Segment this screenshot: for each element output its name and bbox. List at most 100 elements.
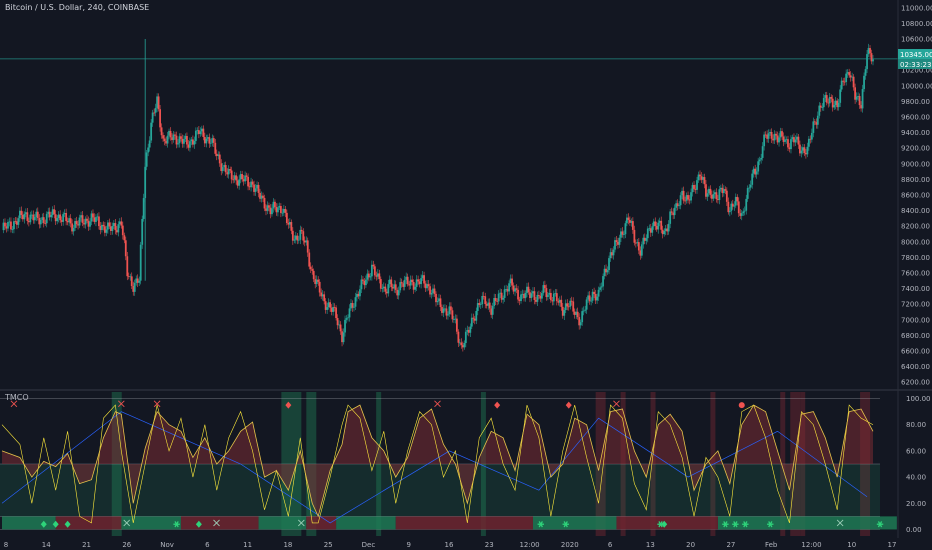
candle-body xyxy=(372,264,375,267)
candle-body xyxy=(442,308,445,313)
candle-body xyxy=(80,215,82,218)
candle-body xyxy=(794,139,797,143)
candle-body xyxy=(439,298,442,308)
candle-body xyxy=(45,213,48,224)
candle-body xyxy=(332,307,334,312)
time-axis[interactable]: 8 14 21 26 Nov 6 11 18 25 Dec 9 16 23 12:00 2020 6 13 20 2… xyxy=(4,541,897,549)
candle-body xyxy=(518,299,521,302)
candle-body xyxy=(712,194,715,199)
candle-body xyxy=(178,136,181,144)
candle-body xyxy=(159,109,161,128)
candle-body xyxy=(306,240,309,253)
candle-body xyxy=(716,199,719,201)
time-tick-label: 21 xyxy=(82,541,91,549)
candle-body xyxy=(279,206,282,213)
candle-body xyxy=(102,224,105,227)
candle-body xyxy=(579,322,582,326)
candle-body xyxy=(77,224,79,226)
candle-body xyxy=(111,226,114,231)
candle-body xyxy=(593,291,596,294)
candle-body xyxy=(561,306,564,316)
candle-body xyxy=(709,188,712,195)
candle-body xyxy=(324,301,327,310)
candle-body xyxy=(220,163,223,172)
candle-body xyxy=(417,279,420,282)
candle-body xyxy=(564,303,567,311)
candle-body xyxy=(457,331,460,343)
candle-body xyxy=(308,252,311,267)
candle-body xyxy=(183,138,185,144)
x-stroke xyxy=(434,400,441,408)
bottom-band-red xyxy=(55,516,122,530)
candle-body xyxy=(545,288,548,298)
price-tick-label: 9400.00 xyxy=(901,129,930,137)
candle-body xyxy=(297,239,300,241)
candle-body xyxy=(530,293,533,298)
candle-body xyxy=(132,285,135,292)
candle-body xyxy=(314,279,317,284)
candle-body xyxy=(731,203,734,207)
candle-body xyxy=(506,289,509,292)
candle-body xyxy=(623,234,625,236)
candle-body xyxy=(538,294,540,296)
candle-body xyxy=(20,210,23,215)
candle-body xyxy=(175,135,178,145)
candle-body xyxy=(251,181,254,185)
candle-body xyxy=(591,291,594,301)
candle-body xyxy=(202,128,205,137)
candle-body xyxy=(869,48,871,54)
oscillator-axis[interactable]: 100.00 80.00 60.00 40.00 20.00 0.00 xyxy=(906,395,931,534)
candle-body xyxy=(837,102,840,108)
candle-body xyxy=(330,307,333,312)
candle-body xyxy=(120,221,123,226)
candle-body xyxy=(699,174,701,177)
candle-body xyxy=(285,212,288,223)
candle-body xyxy=(445,308,448,316)
candle-body xyxy=(282,208,285,213)
candle-body xyxy=(450,306,452,311)
price-tick-label: 9600.00 xyxy=(901,114,930,122)
green-star-marker xyxy=(657,521,664,528)
candle-body xyxy=(543,285,546,289)
candle-body xyxy=(38,218,41,225)
candle-body xyxy=(174,134,176,136)
star-stroke xyxy=(877,521,883,528)
candle-body xyxy=(484,296,487,305)
candle-body xyxy=(807,138,810,147)
candle-body xyxy=(163,138,166,142)
candle-body xyxy=(455,318,458,332)
candle-body xyxy=(418,281,421,285)
candle-body xyxy=(666,228,669,232)
candle-body xyxy=(123,235,126,241)
candle-body xyxy=(472,317,475,319)
candle-body xyxy=(145,152,148,167)
candle-body xyxy=(649,228,652,233)
indicator-name: TMCO xyxy=(4,393,29,402)
candle-body xyxy=(351,303,354,308)
candle-body xyxy=(657,222,660,230)
candle-body xyxy=(32,214,35,221)
candle-body xyxy=(150,122,153,141)
candle-body xyxy=(767,133,770,139)
time-tick-label: 11 xyxy=(243,541,252,549)
candle-body xyxy=(770,132,773,139)
candle-body xyxy=(8,221,11,223)
candle-body xyxy=(75,221,78,225)
candle-body xyxy=(69,218,72,224)
candle-body xyxy=(24,212,27,214)
candle-body xyxy=(66,221,69,223)
candle-body xyxy=(460,342,463,346)
candle-body xyxy=(365,279,367,286)
candle-body xyxy=(752,168,755,174)
candle-body xyxy=(842,80,845,82)
candle-body xyxy=(230,170,233,180)
candle-body xyxy=(624,223,627,235)
candle-body xyxy=(127,276,130,277)
candle-body xyxy=(618,237,621,245)
candle-body xyxy=(594,293,597,301)
candle-body xyxy=(587,295,590,300)
candle-body xyxy=(845,73,848,83)
candle-body xyxy=(74,221,76,228)
candle-body xyxy=(760,157,763,160)
